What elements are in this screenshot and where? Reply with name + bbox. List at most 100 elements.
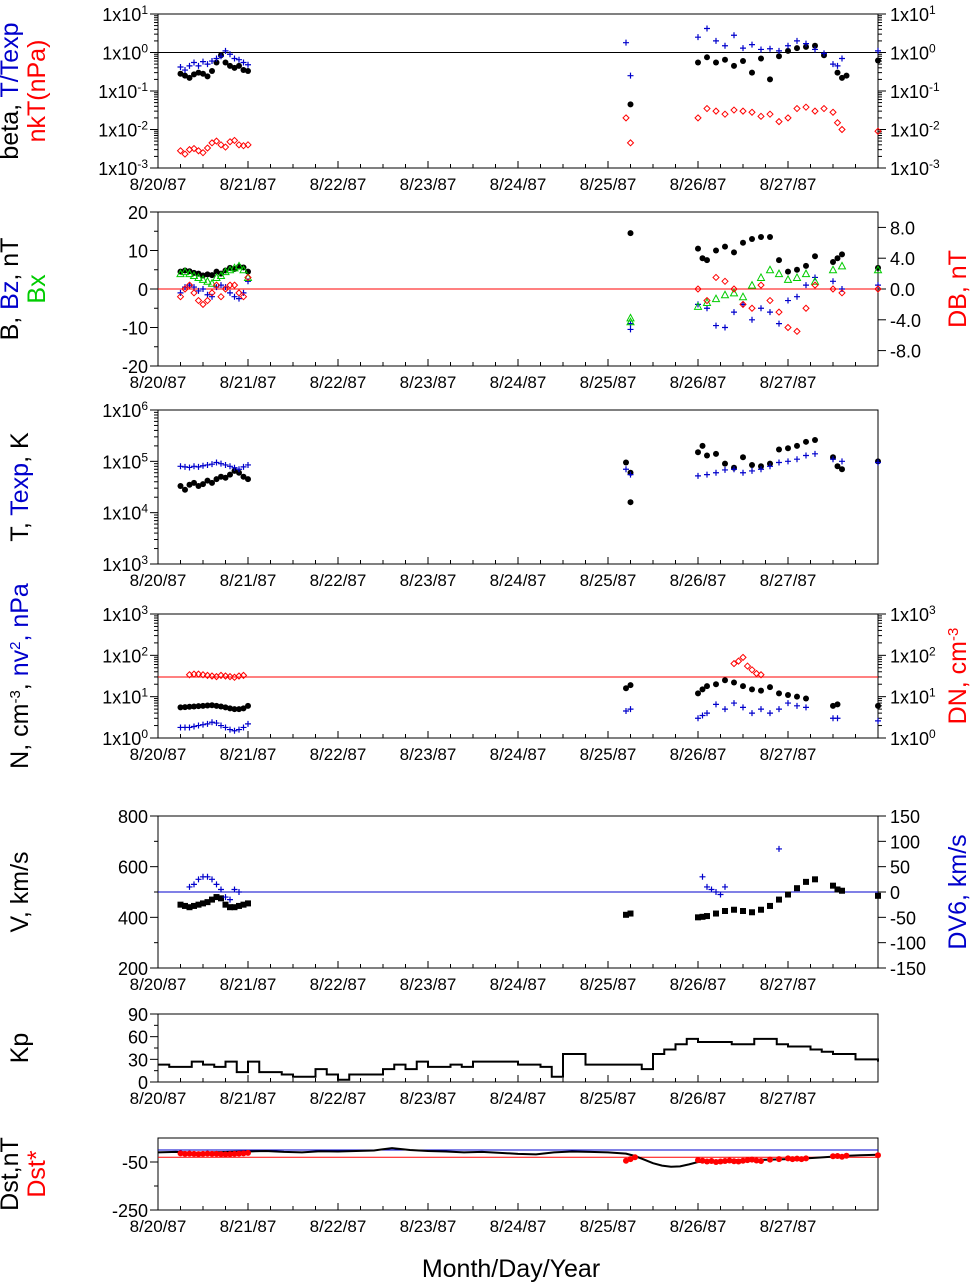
- beta-point: [209, 68, 215, 75]
- N-point: [695, 690, 701, 697]
- Kp-x-tick-label: 8/27/87: [760, 1089, 817, 1108]
- beta-point: [221, 143, 230, 151]
- beta-point: [626, 139, 635, 147]
- beta-point: [829, 108, 837, 116]
- B-point: [758, 234, 764, 241]
- beta-point: [794, 37, 800, 44]
- beta-point: [222, 59, 229, 66]
- beta-point: [758, 55, 764, 62]
- B-point: [829, 285, 837, 293]
- B-point: [766, 296, 774, 305]
- B-y2-tick-label: 8.0: [890, 218, 915, 238]
- N-point: [794, 693, 800, 700]
- Kp-x-tick-label: 8/26/87: [670, 1089, 727, 1108]
- B-x-tick-label: 8/21/87: [220, 373, 277, 392]
- B-point: [785, 297, 791, 304]
- T-point: [218, 473, 224, 480]
- B-point: [740, 301, 746, 308]
- V-point: [704, 883, 710, 890]
- Dst-y-axis-label: Dst,nT: [0, 1137, 24, 1211]
- Dst-point: [740, 1157, 746, 1164]
- T-point: [204, 477, 211, 484]
- V-point: [231, 886, 238, 893]
- V-y2-tick-label: 150: [890, 807, 920, 827]
- N-y-tick-label: 1x101: [102, 686, 148, 708]
- T-point: [722, 466, 728, 473]
- T-y-tick-label: 1x106: [102, 399, 148, 421]
- Dst-point: [627, 1156, 634, 1163]
- N-y-tick-label: 1x103: [102, 603, 148, 625]
- beta-point: [812, 42, 818, 49]
- Kp-y-tick-label: 90: [128, 1005, 148, 1025]
- beta-point: [721, 110, 729, 118]
- N-point: [204, 720, 211, 727]
- beta-y-tick-label: 1x100: [102, 42, 148, 64]
- B-point: [776, 320, 782, 327]
- N-point: [204, 702, 211, 709]
- B-point: [213, 284, 220, 291]
- Dst-point: [785, 1155, 791, 1162]
- T-point: [627, 471, 634, 478]
- Dst-point: [749, 1156, 755, 1163]
- T-point: [695, 449, 701, 456]
- B-point: [713, 322, 719, 329]
- B-point: [695, 245, 701, 252]
- N-point: [803, 704, 809, 711]
- beta-point: [240, 59, 247, 66]
- B-point: [185, 281, 194, 289]
- N-x-tick-label: 8/24/87: [490, 745, 547, 764]
- T-point: [704, 452, 710, 459]
- B-y-axis-label: B, Bz, nT: [0, 238, 24, 341]
- N-y2-tick-label: 1x103: [890, 603, 936, 625]
- V-point: [722, 883, 728, 890]
- N-point: [722, 706, 728, 713]
- beta-series: [176, 103, 882, 158]
- B-point: [794, 293, 800, 300]
- beta-point: [874, 127, 882, 135]
- B-point: [792, 272, 802, 281]
- beta-point: [176, 147, 185, 155]
- N-point: [785, 700, 791, 707]
- beta-point: [199, 148, 207, 157]
- V-y-tick-label: 600: [118, 858, 148, 878]
- Dst-point: [753, 1157, 760, 1164]
- V-point: [195, 901, 202, 908]
- B-point: [802, 304, 810, 312]
- N-point: [182, 704, 188, 711]
- B-point: [731, 309, 737, 316]
- B-point: [186, 282, 193, 289]
- B-point: [626, 313, 635, 322]
- B-point: [784, 323, 792, 332]
- B-point: [222, 284, 229, 291]
- beta-point: [749, 41, 755, 48]
- T-point: [776, 446, 782, 453]
- beta-point: [218, 53, 224, 60]
- V-point: [713, 889, 719, 895]
- panel-T: 8/20/87 8/21/87 8/22/87 8/23/87 8/24/87 8/25/…: [6, 399, 881, 590]
- N-point: [195, 722, 202, 729]
- Dst-point: [735, 1158, 742, 1165]
- N-point: [740, 683, 746, 690]
- Dst-point: [699, 1157, 706, 1164]
- N-point: [623, 708, 629, 715]
- T-point: [222, 461, 229, 468]
- beta-point: [785, 42, 791, 49]
- beta-point: [784, 114, 792, 122]
- V-point: [191, 881, 197, 888]
- beta-point: [757, 112, 765, 121]
- B-y2-tick-label: 0.0: [890, 280, 915, 300]
- T-x-tick-label: 8/26/87: [670, 571, 727, 590]
- beta-point: [843, 72, 850, 79]
- B-point: [713, 247, 719, 254]
- B-point: [236, 295, 242, 302]
- Dst-x-tick-label: 8/27/87: [760, 1217, 817, 1236]
- V-point: [699, 913, 706, 920]
- T-x-tick-label: 8/24/87: [490, 571, 547, 590]
- B-point: [208, 289, 216, 297]
- V-point: [695, 914, 701, 921]
- T-point: [875, 459, 881, 466]
- beta-point: [191, 59, 197, 66]
- B-point: [182, 284, 188, 291]
- Dst-point: [195, 1151, 202, 1158]
- B-point: [765, 265, 775, 274]
